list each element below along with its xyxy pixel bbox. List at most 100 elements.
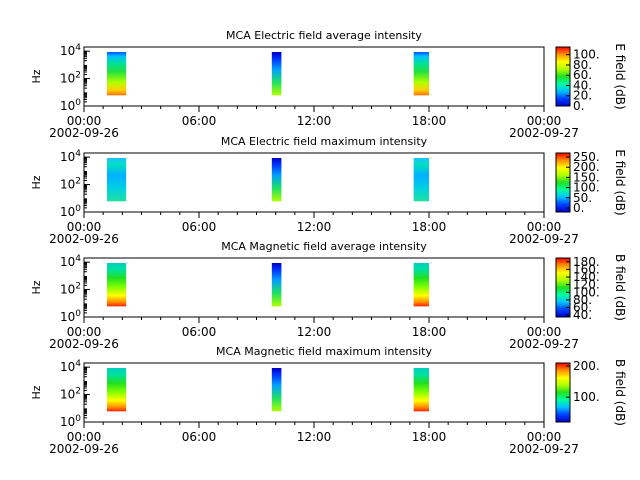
x-end-date: 2002-09-27 [509,442,579,456]
y-tick-exponent: 0 [75,98,81,108]
y-tick-label: 102 [60,177,81,192]
y-tick-base: 10 [60,255,75,269]
data-patch [107,263,127,307]
y-tick-base: 10 [60,44,75,58]
colorbar-label: E field (dB) [613,149,627,215]
data-patch [107,368,127,412]
x-tick-label: 00:00 [67,114,102,128]
colorbar [555,46,571,107]
y-tick-label: 100 [60,204,81,219]
colorbar-tick-label: 80. [573,293,592,307]
x-tick-label: 12:00 [297,325,332,339]
panel-4: MCA Magnetic field maximum intensity1001… [30,345,627,456]
colorbar-tick-label: 120. [573,278,600,292]
panel-1: MCA Electric field average intensity1001… [30,29,627,140]
y-tick-label: 104 [60,43,81,58]
data-patch [107,52,127,96]
panel-title: MCA Magnetic field average intensity [221,240,427,253]
plot-frame [83,46,545,107]
y-tick-base: 10 [60,99,75,113]
y-tick-label: 104 [60,149,81,164]
colorbar-tick-label: 100. [573,390,600,404]
colorbar-tick-label: 20. [573,89,592,103]
y-tick-exponent: 4 [75,254,81,264]
y-tick-base: 10 [60,283,75,297]
x-tick-label: 00:00 [527,325,562,339]
data-patch [413,158,429,202]
x-tick-label: 18:00 [412,325,447,339]
x-tick-label: 00:00 [67,220,102,234]
y-tick-base: 10 [60,360,75,374]
x-start-date: 2002-09-26 [49,126,119,140]
colorbar-tick-label: 60. [573,300,592,314]
colorbar-tick-label: 200. [573,160,600,174]
y-tick-exponent: 2 [75,387,81,397]
x-start-date: 2002-09-26 [49,232,119,246]
plot-frame [83,152,545,213]
y-tick-base: 10 [60,178,75,192]
colorbar-tick-label: 180. [573,255,600,269]
colorbar-tick-label: 60. [573,68,592,82]
panel-title: MCA Electric field average intensity [226,29,422,42]
y-tick-base: 10 [60,415,75,429]
colorbar-tick-label: 140. [573,270,600,284]
x-tick-label: 00:00 [527,430,562,444]
plot-frame [83,257,545,318]
y-tick-exponent: 2 [75,177,81,187]
y-tick-exponent: 4 [75,149,81,159]
data-patch [271,158,282,202]
x-tick-label: 12:00 [297,430,332,444]
colorbar [555,257,571,318]
colorbar-tick-label: 40. [573,78,592,92]
x-tick-label: 12:00 [297,114,332,128]
x-end-date: 2002-09-27 [509,337,579,351]
colorbar-tick-label: 0. [573,99,584,113]
y-tick-label: 102 [60,387,81,402]
x-tick-label: 00:00 [527,114,562,128]
colorbar-tick-label: 40. [573,308,592,322]
x-tick-label: 00:00 [67,325,102,339]
y-axis-label: Hz [30,385,43,399]
y-tick-label: 104 [60,359,81,374]
panel-title: MCA Magnetic field maximum intensity [216,345,432,358]
data-patch [271,52,282,96]
data-patch [413,368,429,412]
y-tick-label: 104 [60,254,81,269]
x-tick-label: 06:00 [182,220,217,234]
y-axis-label: Hz [30,280,43,294]
y-tick-label: 102 [60,71,81,86]
y-tick-label: 100 [60,98,81,113]
colorbar-tick-label: 100. [573,181,600,195]
colorbar-tick-label: 80. [573,58,592,72]
colorbar [555,152,571,213]
colorbar-tick-label: 200. [573,359,600,373]
colorbar-tick-label: 250. [573,150,600,164]
x-tick-label: 18:00 [412,220,447,234]
y-tick-exponent: 4 [75,43,81,53]
x-start-date: 2002-09-26 [49,442,119,456]
plot-frame [83,362,545,423]
x-tick-label: 06:00 [182,430,217,444]
data-patch [413,52,429,96]
y-tick-base: 10 [60,310,75,324]
y-tick-label: 102 [60,282,81,297]
colorbar-label: B field (dB) [613,359,627,426]
colorbar-label: E field (dB) [613,43,627,109]
panel-title: MCA Electric field maximum intensity [221,135,428,148]
colorbar-tick-label: 50. [573,191,592,205]
x-tick-label: 18:00 [412,114,447,128]
x-tick-label: 06:00 [182,114,217,128]
y-tick-exponent: 2 [75,71,81,81]
data-patch [271,263,282,307]
y-tick-label: 100 [60,309,81,324]
data-patch [107,158,127,202]
y-tick-base: 10 [60,72,75,86]
y-tick-label: 100 [60,414,81,429]
colorbar-tick-label: 100. [573,285,600,299]
y-axis-label: Hz [30,175,43,189]
colorbar-tick-label: 100. [573,48,600,62]
y-axis-label: Hz [30,69,43,83]
x-tick-label: 00:00 [67,430,102,444]
colorbar-tick-label: 0. [573,201,584,215]
